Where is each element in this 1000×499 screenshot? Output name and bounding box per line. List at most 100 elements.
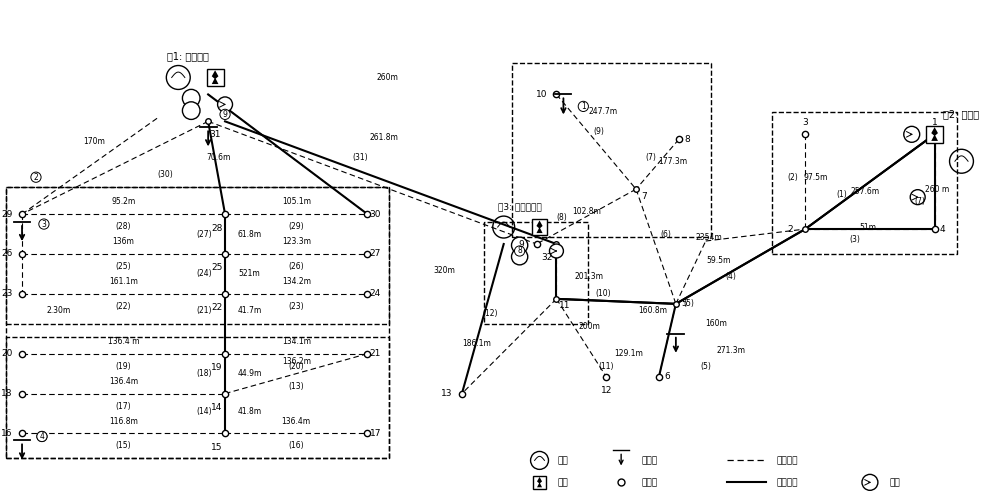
Text: 51m: 51m (859, 223, 876, 232)
Text: 25: 25 (211, 263, 223, 272)
Text: (12): (12) (482, 309, 498, 318)
Text: 247.7m: 247.7m (589, 107, 618, 116)
Bar (6, 187, 389, 324)
Text: (8): (8) (556, 213, 567, 222)
Text: (10): (10) (595, 289, 611, 298)
Text: 261.8m: 261.8m (370, 133, 399, 142)
Text: 41.8m: 41.8m (238, 407, 262, 416)
Text: 160.8m: 160.8m (638, 306, 667, 315)
Text: 136.2m: 136.2m (282, 357, 311, 366)
Text: 29: 29 (1, 210, 13, 219)
Text: 22: 22 (211, 303, 223, 312)
Text: 热负荷: 热负荷 (641, 478, 657, 487)
Text: 32: 32 (541, 253, 552, 262)
Text: (28): (28) (116, 222, 131, 231)
Text: 26: 26 (1, 250, 13, 258)
Text: 16: 16 (1, 429, 13, 438)
Text: 4: 4 (940, 225, 945, 234)
Text: 31: 31 (209, 130, 221, 139)
Circle shape (512, 237, 528, 253)
Bar (926, 126, 943, 143)
Text: (21): (21) (197, 306, 212, 315)
Text: 热力管线: 热力管线 (776, 478, 798, 487)
Text: (24): (24) (196, 269, 212, 278)
Text: (2): (2) (787, 173, 798, 182)
Text: 320m: 320m (433, 266, 455, 275)
Text: 136.4 m: 136.4 m (108, 337, 139, 346)
Circle shape (512, 249, 528, 265)
Text: 15: 15 (211, 443, 223, 452)
Text: (7): (7) (914, 197, 925, 206)
Bar (6, 187, 389, 459)
Text: (9): (9) (594, 127, 605, 136)
Bar (6, 337, 389, 459)
Bar (207, 69, 224, 86)
Text: 134.1m: 134.1m (282, 337, 311, 346)
Text: 4: 4 (39, 432, 44, 441)
Circle shape (862, 475, 878, 491)
Text: 2: 2 (788, 225, 793, 234)
Text: (19): (19) (116, 362, 131, 371)
Text: 源3: 燃气内燃机: 源3: 燃气内燃机 (498, 203, 542, 212)
Text: (5): (5) (683, 299, 694, 308)
Text: 2.30m: 2.30m (47, 306, 71, 315)
Polygon shape (536, 221, 543, 233)
Text: 136.4m: 136.4m (109, 377, 138, 386)
Text: 电源: 电源 (557, 456, 568, 465)
Text: 177.3m: 177.3m (658, 157, 687, 166)
Text: (18): (18) (197, 369, 212, 378)
Text: 8: 8 (684, 135, 690, 144)
Bar (772, 112, 957, 254)
Text: 热源: 热源 (557, 478, 568, 487)
Text: 电力线路: 电力线路 (776, 456, 798, 465)
Text: 129.1m: 129.1m (615, 349, 644, 358)
Text: (22): (22) (116, 302, 131, 311)
Text: 电负荷: 电负荷 (641, 456, 657, 465)
Text: 44.9m: 44.9m (238, 369, 262, 378)
Text: 24: 24 (370, 289, 381, 298)
Text: (13): (13) (288, 382, 304, 391)
Polygon shape (537, 477, 542, 488)
Text: (31): (31) (353, 153, 368, 162)
Text: 59.5m: 59.5m (706, 256, 731, 265)
Text: 2354m: 2354m (695, 233, 722, 242)
Text: 41.7m: 41.7m (238, 306, 262, 315)
Text: (29): (29) (288, 222, 304, 231)
Text: (15): (15) (116, 442, 131, 451)
Text: 170m: 170m (83, 137, 105, 146)
Text: 271.3m: 271.3m (716, 346, 745, 355)
Text: 13: 13 (441, 389, 453, 398)
Polygon shape (931, 127, 938, 141)
Bar (484, 222, 588, 324)
Text: 源2: 蒸汽机: 源2: 蒸汽机 (943, 109, 980, 119)
Text: 105.1m: 105.1m (282, 197, 311, 206)
Text: 10: 10 (536, 90, 547, 99)
Text: 9: 9 (519, 240, 524, 249)
Text: (1): (1) (837, 190, 847, 199)
Circle shape (182, 89, 200, 107)
Text: 3: 3 (41, 220, 46, 229)
Text: 8: 8 (517, 247, 522, 255)
Text: 1: 1 (932, 118, 937, 127)
Polygon shape (212, 70, 218, 84)
Text: 19: 19 (211, 363, 223, 372)
Text: (3): (3) (850, 235, 860, 244)
Text: 14: 14 (211, 403, 223, 412)
Text: 11: 11 (559, 301, 570, 310)
Bar (512, 62, 711, 237)
Text: 123.3m: 123.3m (282, 237, 311, 246)
Text: 5: 5 (681, 299, 687, 308)
Text: (6): (6) (660, 230, 671, 239)
Text: (16): (16) (288, 442, 304, 451)
Bar (533, 476, 546, 489)
Text: 201.3m: 201.3m (575, 272, 604, 281)
Text: 水泵: 水泵 (890, 478, 901, 487)
Text: 27: 27 (370, 250, 381, 258)
Text: 9: 9 (223, 110, 227, 119)
Text: 186.1m: 186.1m (462, 339, 491, 348)
Text: 160m: 160m (705, 319, 727, 328)
Text: 1: 1 (581, 102, 586, 111)
Text: (4): (4) (725, 272, 736, 281)
Text: 23: 23 (1, 289, 13, 298)
Text: (5): (5) (700, 362, 711, 371)
